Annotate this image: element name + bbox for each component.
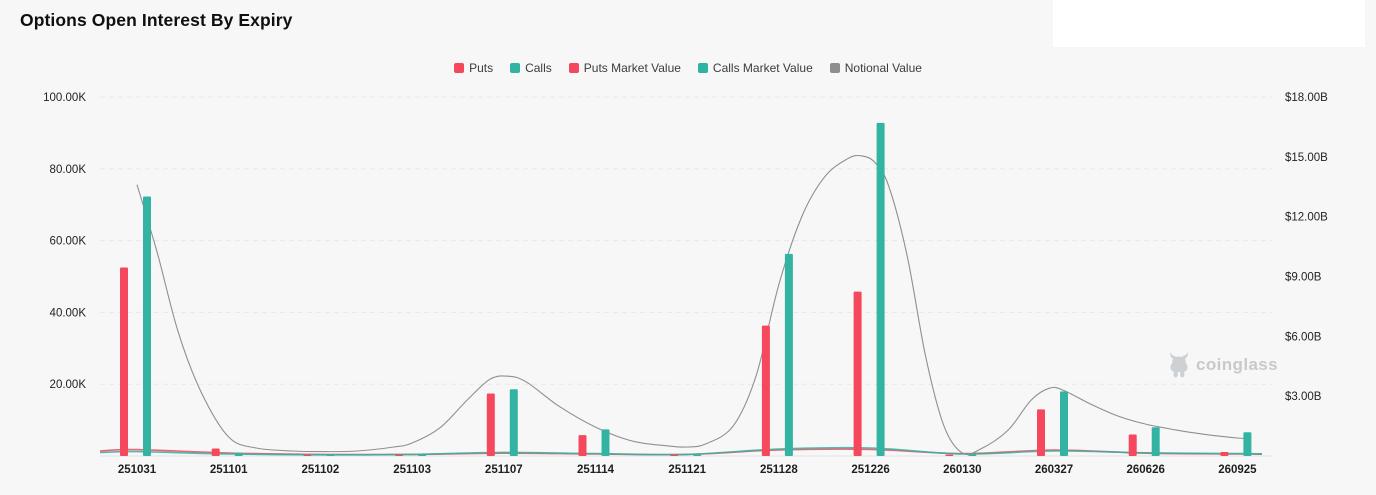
x-axis-label: 260626 [1127,464,1165,476]
calls-bar-251102 [326,454,335,456]
puts-bar-251031 [120,267,128,456]
legend-label: Calls [525,61,552,75]
legend-label: Notional Value [844,61,922,75]
top-right-overlay-box [1053,0,1365,47]
calls-bar-260925 [1243,432,1252,456]
legend-label: Puts [469,61,494,75]
puts-bar-251226 [853,291,862,456]
legend-item-notional-value[interactable]: Notional Value [829,61,922,75]
legend-label: Puts Market Value [583,61,681,75]
puts-bar-260130 [945,454,954,456]
x-axis-label: 251128 [760,464,798,476]
puts-bar-260327 [1037,409,1045,456]
y-axis-right-label: $15.00B [1285,152,1328,164]
legend-swatch [454,63,465,73]
calls-bar-251121 [693,454,702,456]
y-axis-left-label: 20.00K [50,379,87,391]
calls-bar-251031 [143,196,151,456]
y-axis-left-label: 100.00K [43,92,86,104]
puts-bar-251101 [211,448,220,456]
y-axis-left-label: 60.00K [50,236,87,248]
puts-bar-251102 [303,454,312,456]
coinglass-watermark-label: coinglass [1196,355,1279,374]
y-axis-right-label: $12.00B [1285,212,1328,224]
x-axis-label: 260130 [943,464,981,476]
legend-item-calls-market-value[interactable]: Calls Market Value [697,61,813,75]
x-axis-label: 251102 [302,464,340,476]
calls-bar-260327 [1060,391,1068,456]
chart-legend: Puts Calls Puts Market Value Calls Market V… [0,61,1376,75]
x-axis-label: 260327 [1035,464,1073,476]
x-axis-label: 260925 [1218,464,1257,476]
x-axis-label: 251107 [485,464,523,476]
calls-bar-251103 [418,454,427,456]
coinglass-watermark: coinglass [1168,352,1278,378]
legend-swatch [568,63,579,73]
legend-swatch [697,63,708,73]
puts-bar-251128 [761,325,770,456]
puts-bar-251114 [578,435,587,456]
puts-bar-260626 [1128,434,1137,456]
legend-label: Calls Market Value [712,61,813,75]
x-axis-label: 251121 [668,464,706,476]
y-axis-left-label: 80.00K [50,164,87,176]
calls-bar-251101 [234,452,243,456]
calls-bar-251128 [784,253,793,456]
legend-swatch [510,63,521,73]
y-axis-left-label: 40.00K [50,307,87,319]
x-axis-label: 251226 [851,464,889,476]
y-axis-right-label: $18.00B [1285,92,1328,104]
coinglass-bull-icon [1168,352,1190,378]
x-axis-label: 251101 [210,464,248,476]
legend-item-puts[interactable]: Puts [454,61,493,75]
puts-bar-260925 [1220,452,1229,456]
legend-item-calls[interactable]: Calls [510,61,552,75]
calls-bar-251107 [509,389,518,456]
notional-line [136,154,1252,456]
y-axis-right-label: $6.00B [1285,331,1322,343]
calls-bar-260130 [968,454,977,456]
legend-swatch [829,63,840,73]
y-axis-right-label: $3.00B [1285,391,1322,403]
legend-item-puts-market-value[interactable]: Puts Market Value [568,61,681,75]
calls-bar-251114 [601,429,610,456]
puts-bar-251121 [670,454,679,456]
calls-mv-line [99,446,1263,456]
chart-title: Options Open Interest By Expiry [20,10,293,30]
puts-bar-251103 [395,454,404,456]
x-axis-label: 251103 [393,464,431,476]
calls-bar-260626 [1151,427,1160,456]
x-axis-label: 251114 [577,464,615,476]
y-axis-right-label: $9.00B [1285,271,1322,283]
puts-bar-251107 [486,393,495,456]
calls-bar-251226 [876,122,885,457]
x-axis-label: 251031 [118,464,157,476]
